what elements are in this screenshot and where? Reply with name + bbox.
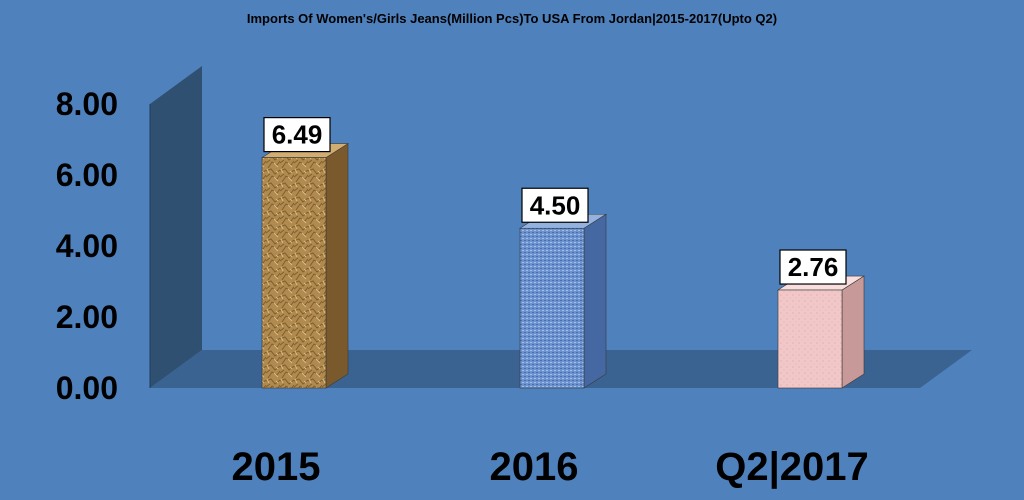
data-label: 2.76	[779, 249, 847, 285]
data-label-text: 2.76	[788, 252, 839, 282]
x-category-label: 2015	[232, 445, 321, 489]
bar-front-face	[519, 227, 585, 389]
bar-q22017	[776, 275, 866, 389]
y-tick-label: 2.00	[56, 299, 118, 335]
back-wall-panel	[150, 66, 202, 388]
chart-back-wall	[150, 66, 202, 388]
bar-side-face	[841, 275, 865, 389]
bar-front-face	[261, 157, 327, 389]
data-label: 6.49	[263, 117, 331, 153]
bar-front-face	[777, 289, 843, 389]
y-tick-label: 0.00	[56, 370, 118, 406]
x-axis-categories: 2015 2016 Q2|2017	[232, 445, 869, 489]
data-label-group: 6.49 4.50 2.76	[263, 117, 847, 285]
data-label: 4.50	[521, 187, 589, 223]
bar-2015	[260, 143, 350, 389]
y-tick-label: 4.00	[56, 228, 118, 264]
y-tick-label: 8.00	[56, 86, 118, 122]
bar-side-face	[583, 213, 607, 389]
data-label-box	[521, 187, 589, 223]
bar-2016	[518, 213, 608, 389]
data-label-text: 4.50	[530, 190, 581, 220]
x-category-label: Q2|2017	[715, 445, 869, 489]
x-category-label: 2016	[490, 445, 579, 489]
data-label-text: 6.49	[272, 120, 323, 150]
bar-side-face	[325, 143, 349, 389]
data-label-box	[779, 249, 847, 285]
y-axis: 0.00 2.00 4.00 6.00 8.00	[56, 86, 151, 406]
chart-title: Imports Of Women's/Girls Jeans(Million P…	[247, 11, 777, 26]
data-label-box	[263, 117, 331, 153]
y-tick-label: 6.00	[56, 157, 118, 193]
bar-group	[260, 143, 866, 389]
